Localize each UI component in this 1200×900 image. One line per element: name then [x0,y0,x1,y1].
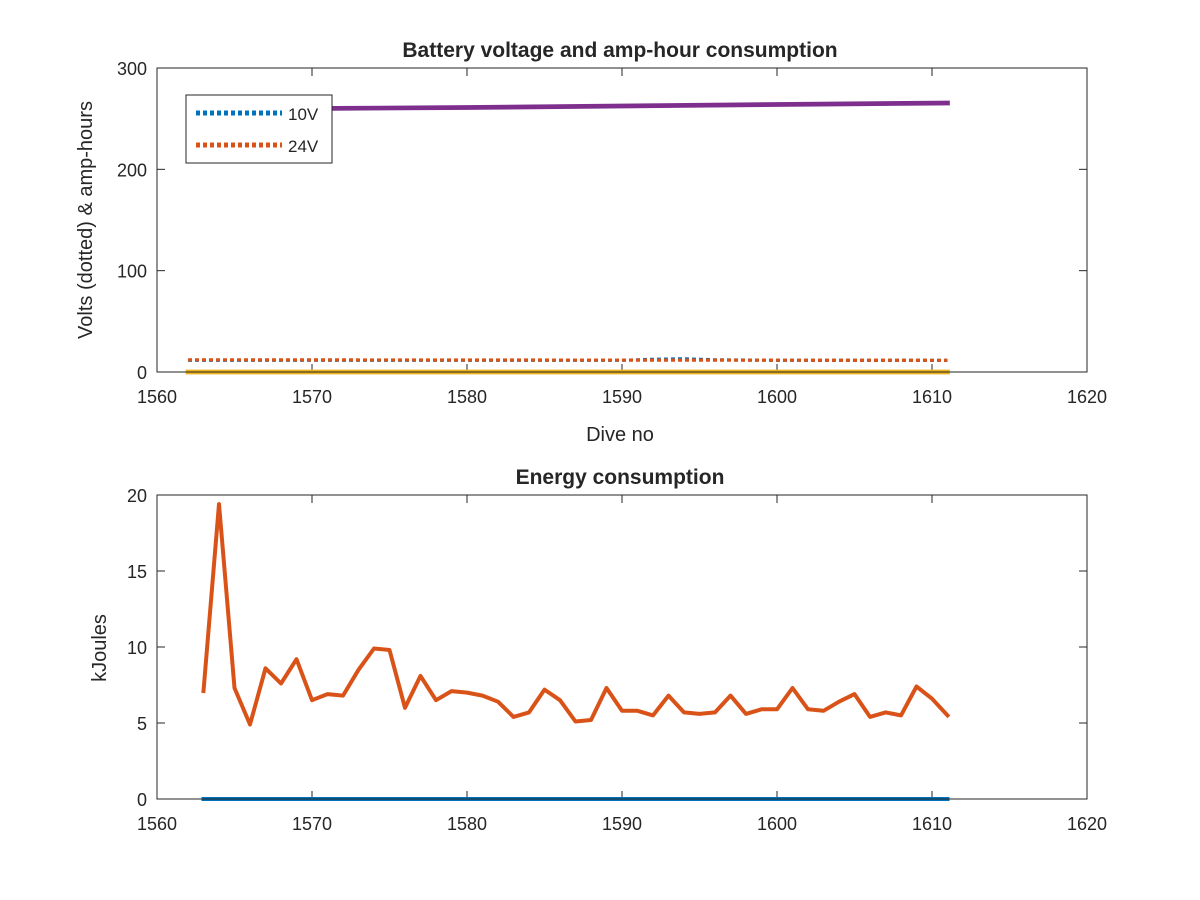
x-tick-label: 1580 [447,387,487,407]
y-tick-label: 200 [117,160,147,180]
legend-label-10v: 10V [288,105,319,124]
legend: 10V 24V [185,94,333,164]
x-tick-label: 1620 [1067,814,1107,834]
x-tick-label: 1610 [912,387,952,407]
x-tick-label: 1600 [757,387,797,407]
x-tick-label: 1580 [447,814,487,834]
battery-voltage-chart: Battery voltage and amp-hour consumption… [75,39,1107,446]
legend-label-24v: 24V [288,137,319,156]
y-axis-label: kJoules [89,614,111,682]
axes-ticks-layer: 1560 1570 1580 1590 1600 1610 1620 0 100 200 300 [117,59,1107,407]
x-tick-label: 1570 [292,814,332,834]
y-tick-label: 100 [117,262,147,282]
y-tick-label: 300 [117,59,147,79]
x-tick-label: 1570 [292,387,332,407]
axes-box [156,494,1088,800]
y-tick-label: 15 [127,562,147,582]
x-axis-label: Dive no [586,424,654,446]
x-tick-label: 1610 [912,814,952,834]
series-line-1 [201,502,951,727]
legend-box [185,94,333,164]
y-tick-label: 0 [137,790,147,810]
chart-title: Battery voltage and amp-hour consumption [402,39,837,62]
chart-title: Energy consumption [516,466,725,489]
y-tick-label: 0 [137,363,147,383]
y-tick-label: 5 [137,714,147,734]
x-tick-label: 1620 [1067,387,1107,407]
x-tick-label: 1560 [137,387,177,407]
y-axis-label: Volts (dotted) & amp-hours [75,101,97,339]
axes-box [156,67,1088,373]
x-tick-label: 1590 [602,387,642,407]
x-tick-label: 1560 [137,814,177,834]
y-tick-label: 10 [127,638,147,658]
x-tick-label: 1590 [602,814,642,834]
energy-consumption-chart: Energy consumption 1560 1570 1580 1590 1600 1… [89,466,1107,834]
series-line-24v [187,358,948,362]
x-tick-label: 1600 [757,814,797,834]
y-tick-label: 20 [127,486,147,506]
axes-ticks-layer: 1560 1570 1580 1590 1600 1610 1620 0 5 10 15 20 [127,486,1107,834]
